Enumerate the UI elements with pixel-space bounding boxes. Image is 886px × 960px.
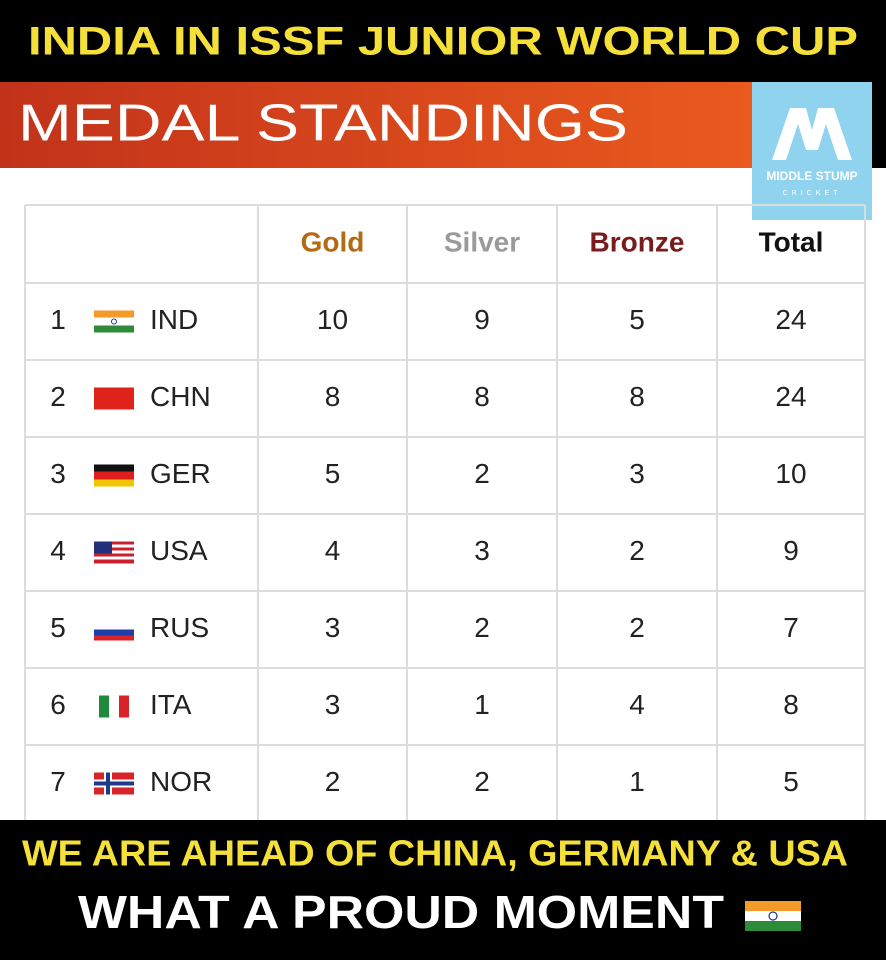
table-background xyxy=(0,168,886,822)
silver-count: 1 xyxy=(474,689,490,720)
flag-part xyxy=(119,695,129,718)
total-count: 8 xyxy=(783,689,799,720)
flag xyxy=(94,387,134,410)
flag-part xyxy=(94,325,134,333)
total-count: 5 xyxy=(783,766,799,797)
flag-part xyxy=(94,547,134,551)
india-flag xyxy=(745,901,801,931)
silver-count: 2 xyxy=(474,766,490,797)
flag-part xyxy=(94,541,134,545)
total-count: 10 xyxy=(775,458,806,489)
gold-count: 2 xyxy=(325,766,341,797)
bronze-count: 2 xyxy=(629,612,645,643)
logo-name: MIDDLE STUMP xyxy=(766,169,857,183)
logo-box xyxy=(752,82,872,220)
rank: 3 xyxy=(50,458,66,489)
bronze-count: 8 xyxy=(629,381,645,412)
banner-title: MEDAL STANDINGS xyxy=(18,95,628,153)
country-code: GER xyxy=(150,458,211,489)
flag-part xyxy=(94,553,134,557)
rank: 5 xyxy=(50,612,66,643)
flag-part xyxy=(94,624,134,630)
gold-count: 8 xyxy=(325,381,341,412)
footer-band xyxy=(0,820,886,960)
flag-part xyxy=(111,318,117,325)
flag xyxy=(99,695,129,718)
column-header: Gold xyxy=(301,226,365,257)
rank: 4 xyxy=(50,535,66,566)
flag-part xyxy=(94,781,134,786)
country-code: USA xyxy=(150,535,208,566)
flag-part xyxy=(94,541,112,554)
silver-count: 2 xyxy=(474,458,490,489)
country-code: IND xyxy=(150,304,198,335)
flag-part xyxy=(94,479,134,487)
footer-line2: WHAT A PROUD MOMENT xyxy=(78,886,724,938)
silver-count: 8 xyxy=(474,381,490,412)
bronze-count: 4 xyxy=(629,689,645,720)
column-header: Total xyxy=(759,226,824,257)
total-count: 24 xyxy=(775,381,806,412)
flag-part xyxy=(109,695,119,718)
flag xyxy=(94,772,134,795)
rank: 7 xyxy=(50,766,66,797)
flag xyxy=(94,541,134,564)
rank: 1 xyxy=(50,304,66,335)
flag-part xyxy=(94,629,134,636)
logo-sub: CRICKET xyxy=(783,190,842,197)
silver-count: 2 xyxy=(474,612,490,643)
gold-count: 3 xyxy=(325,612,341,643)
logo-mark xyxy=(772,108,852,160)
column-header: Silver xyxy=(444,226,520,257)
bronze-count: 1 xyxy=(629,766,645,797)
banner xyxy=(0,82,752,168)
flag-part xyxy=(94,471,134,480)
flag-part xyxy=(94,317,134,326)
gold-count: 5 xyxy=(325,458,341,489)
rank: 6 xyxy=(50,689,66,720)
bronze-count: 3 xyxy=(629,458,645,489)
total-count: 7 xyxy=(783,612,799,643)
silver-count: 3 xyxy=(474,535,490,566)
gold-count: 10 xyxy=(317,304,348,335)
rank: 2 xyxy=(50,381,66,412)
flag-part xyxy=(94,464,134,472)
flag-part xyxy=(94,635,134,641)
bronze-count: 5 xyxy=(629,304,645,335)
flag-part xyxy=(99,695,109,718)
flag-part xyxy=(94,387,134,410)
gold-count: 3 xyxy=(325,689,341,720)
silver-count: 9 xyxy=(474,304,490,335)
total-count: 9 xyxy=(783,535,799,566)
flag-part xyxy=(94,559,134,564)
country-code: ITA xyxy=(150,689,192,720)
flag-part xyxy=(94,310,134,318)
country-code: RUS xyxy=(150,612,209,643)
gold-count: 4 xyxy=(325,535,341,566)
header-title: INDIA IN ISSF JUNIOR WORLD CUP xyxy=(28,20,858,64)
column-header: Bronze xyxy=(590,226,685,257)
flag xyxy=(94,310,134,333)
flag xyxy=(94,464,134,487)
header-band xyxy=(0,0,886,82)
bronze-count: 2 xyxy=(629,535,645,566)
flag xyxy=(94,624,134,641)
footer-line1: WE ARE AHEAD OF CHINA, GERMANY & USA xyxy=(22,833,848,874)
country-code: CHN xyxy=(150,381,211,412)
country-code: NOR xyxy=(150,766,212,797)
total-count: 24 xyxy=(775,304,806,335)
